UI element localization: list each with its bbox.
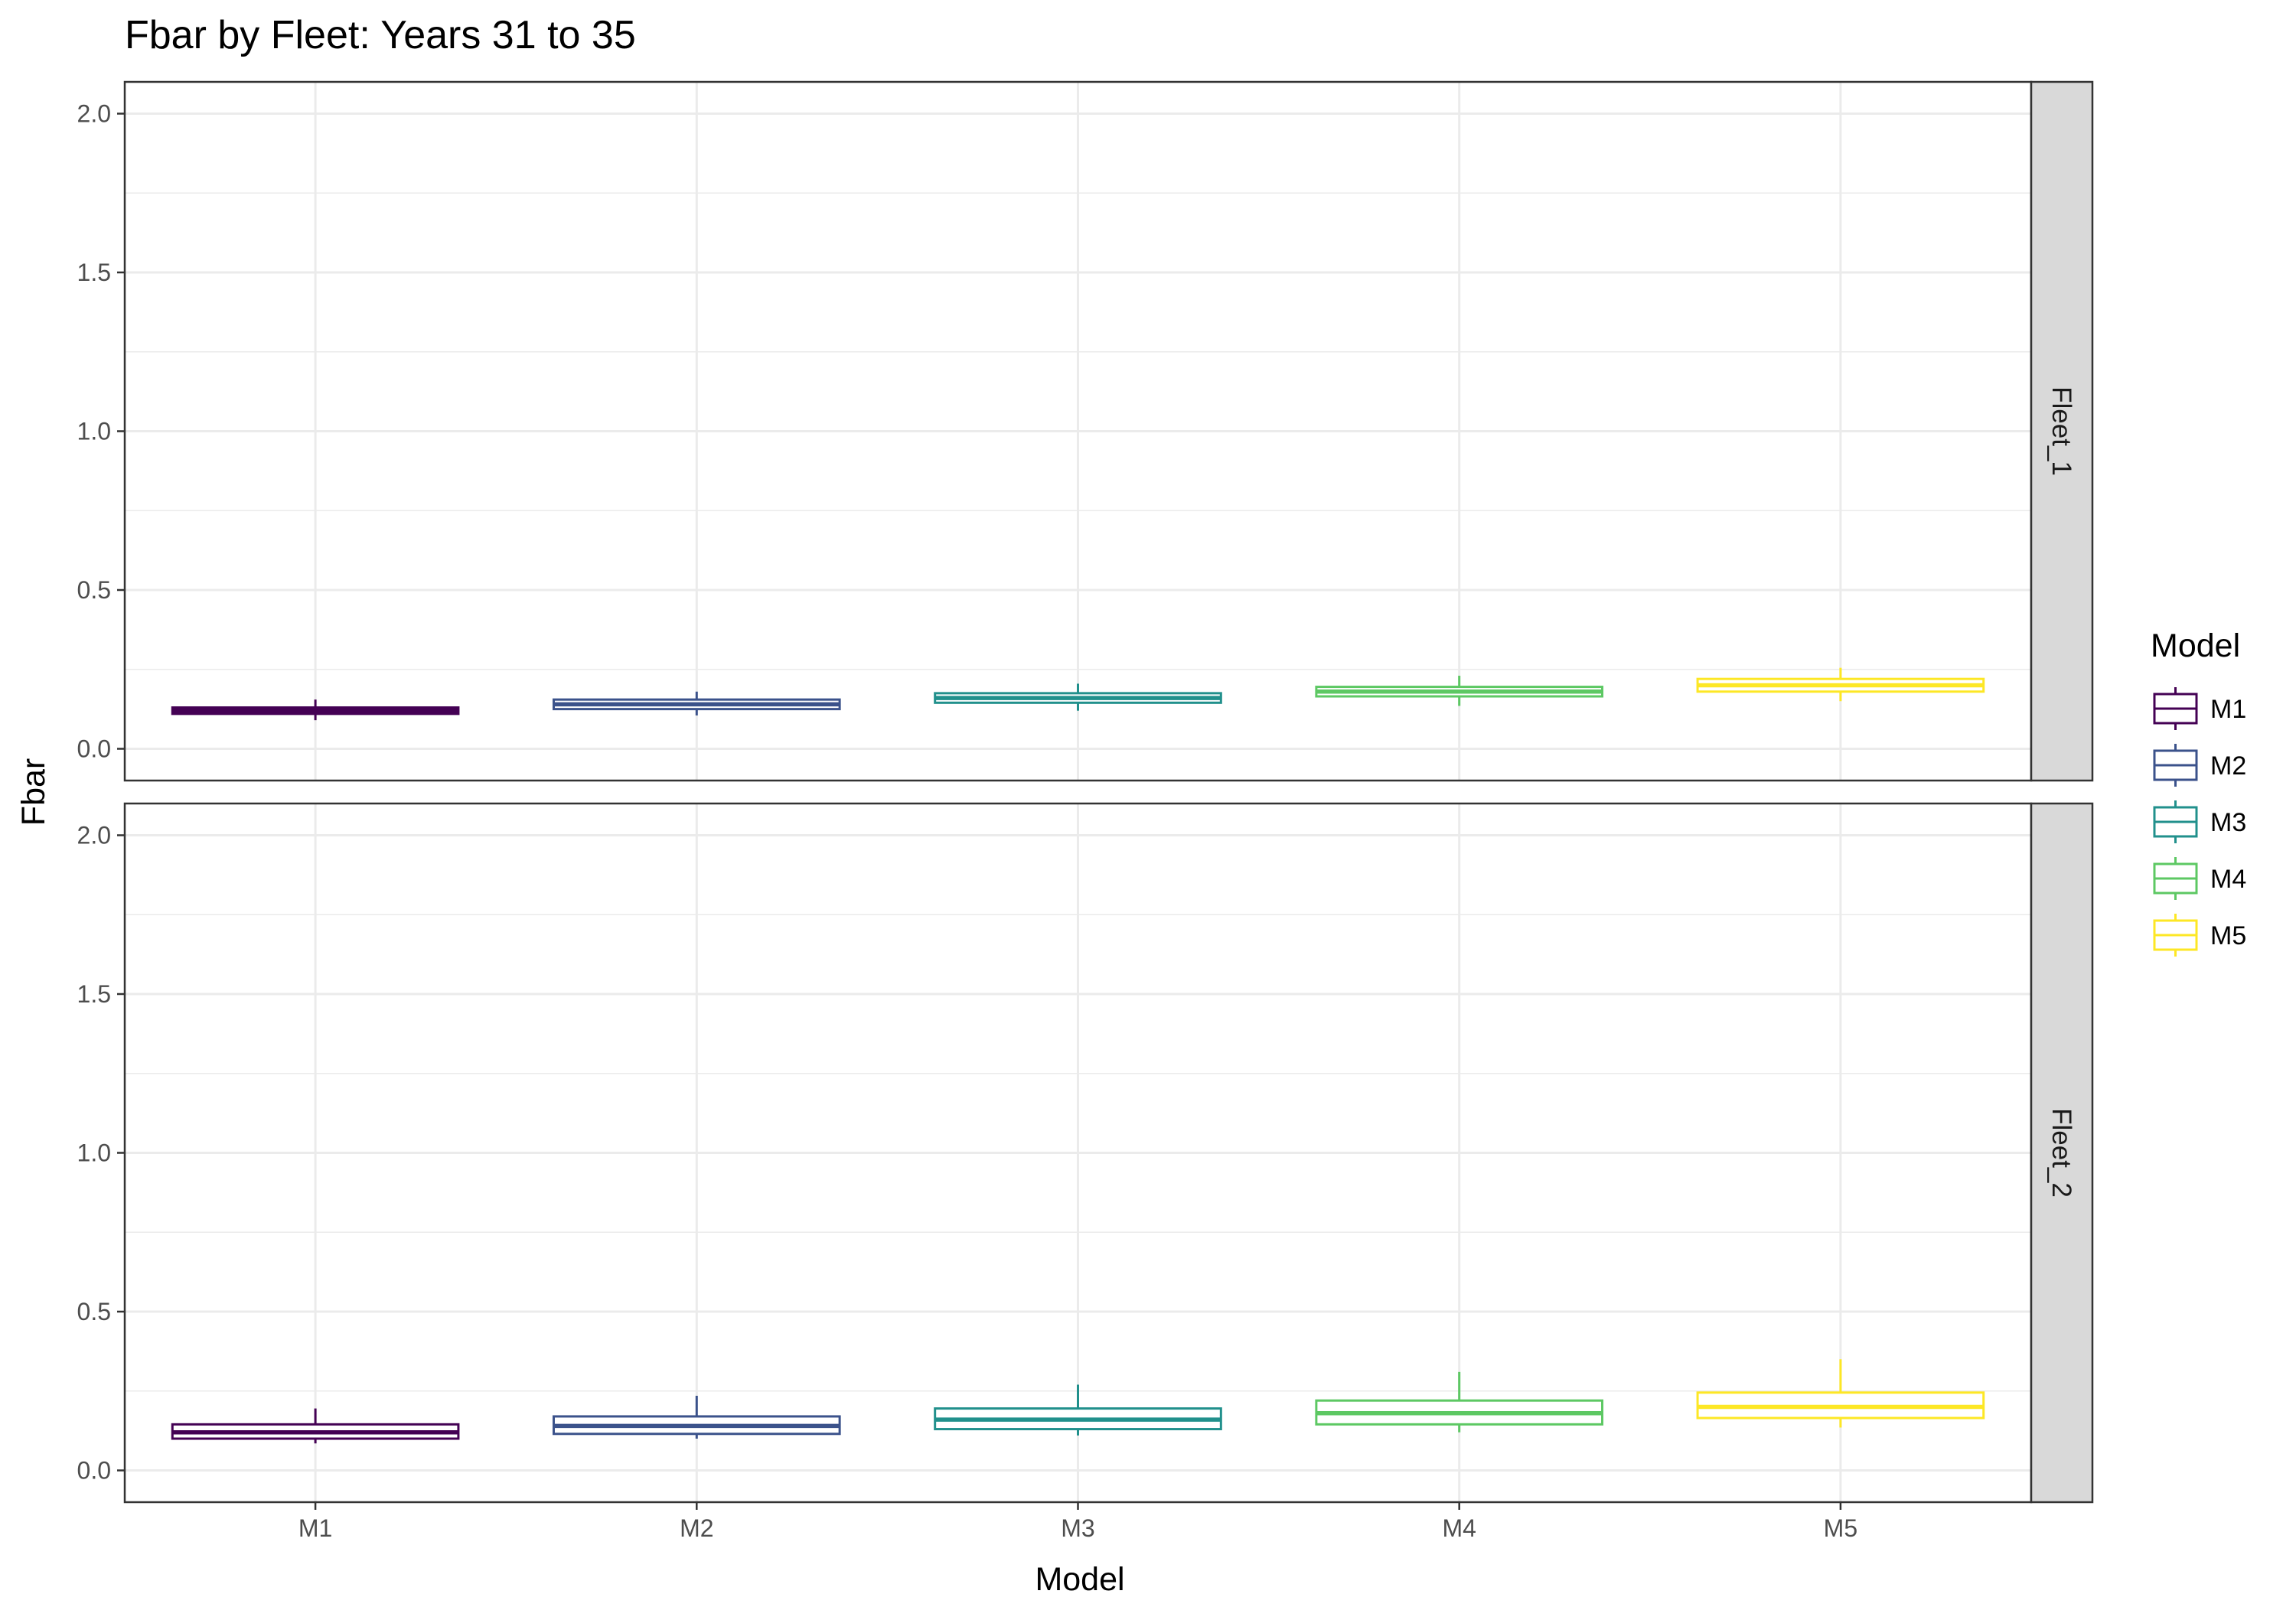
legend-title: Model [2151, 627, 2240, 664]
box-M5 [1696, 667, 1985, 702]
y-tick-label: 0.0 [77, 1457, 111, 1485]
y-tick-label: 2.0 [77, 822, 111, 849]
legend-key-M2: M2 [2153, 744, 2246, 787]
x-tick-label: M5 [1824, 1514, 1857, 1542]
y-tick-label: 1.0 [77, 418, 111, 445]
x-axis: M1 M2 M3 M4 M5 [298, 1502, 1857, 1542]
y-tick-label: 0.5 [77, 576, 111, 604]
x-tick-label: M4 [1442, 1514, 1476, 1542]
legend-label: M2 [2210, 751, 2246, 781]
box-M3 [934, 683, 1222, 711]
legend-label: M3 [2210, 808, 2246, 837]
y-tick-label: 0.0 [77, 735, 111, 763]
facet-label: Fleet_1 [2047, 386, 2076, 476]
x-tick-label: M1 [298, 1514, 332, 1542]
x-axis-title: Model [1035, 1561, 1124, 1598]
facet-panels: 0.0 0.5 1.0 1.5 2.0 Fleet_1 0.0 0.5 1.0 1.5 2.0 Fle… [77, 80, 2094, 1542]
box-M4 [1315, 1371, 1604, 1433]
box-M5 [1696, 1359, 1985, 1428]
y-tick-label: 1.5 [77, 980, 111, 1008]
legend-label: M1 [2210, 695, 2246, 724]
y-tick-label: 2.0 [77, 100, 111, 128]
y-tick-label: 1.0 [77, 1139, 111, 1167]
legend-label: M5 [2210, 921, 2246, 950]
box-M3 [934, 1384, 1222, 1436]
facet-strip [2030, 80, 2094, 782]
facet-panel-1: 0.0 0.5 1.0 1.5 2.0 Fleet_1 [77, 80, 2094, 782]
y-axis-title: Fbar [15, 758, 52, 826]
box-M4 [1315, 676, 1604, 706]
x-tick-label: M2 [680, 1514, 713, 1542]
facet-strip [2030, 802, 2094, 1504]
y-tick-label: 0.5 [77, 1298, 111, 1325]
legend-label: M4 [2210, 865, 2246, 894]
box-M1 [171, 1408, 460, 1444]
facet-label: Fleet_2 [2047, 1108, 2076, 1198]
legend-key-M5: M5 [2153, 914, 2246, 957]
chart-title: Fbar by Fleet: Years 31 to 35 [125, 13, 636, 57]
box-M2 [552, 1395, 841, 1439]
legend-key-M4: M4 [2153, 857, 2246, 900]
box-M1 [171, 699, 460, 721]
legend: Model M1 M2 M3 M4 M5 [2151, 627, 2246, 957]
facet-panel-2: 0.0 0.5 1.0 1.5 2.0 Fleet_2 [77, 802, 2094, 1504]
legend-key-M1: M1 [2153, 687, 2246, 730]
x-tick-label: M3 [1061, 1514, 1094, 1542]
box-M2 [552, 691, 841, 715]
legend-key-M3: M3 [2153, 800, 2246, 843]
y-tick-label: 1.5 [77, 259, 111, 286]
